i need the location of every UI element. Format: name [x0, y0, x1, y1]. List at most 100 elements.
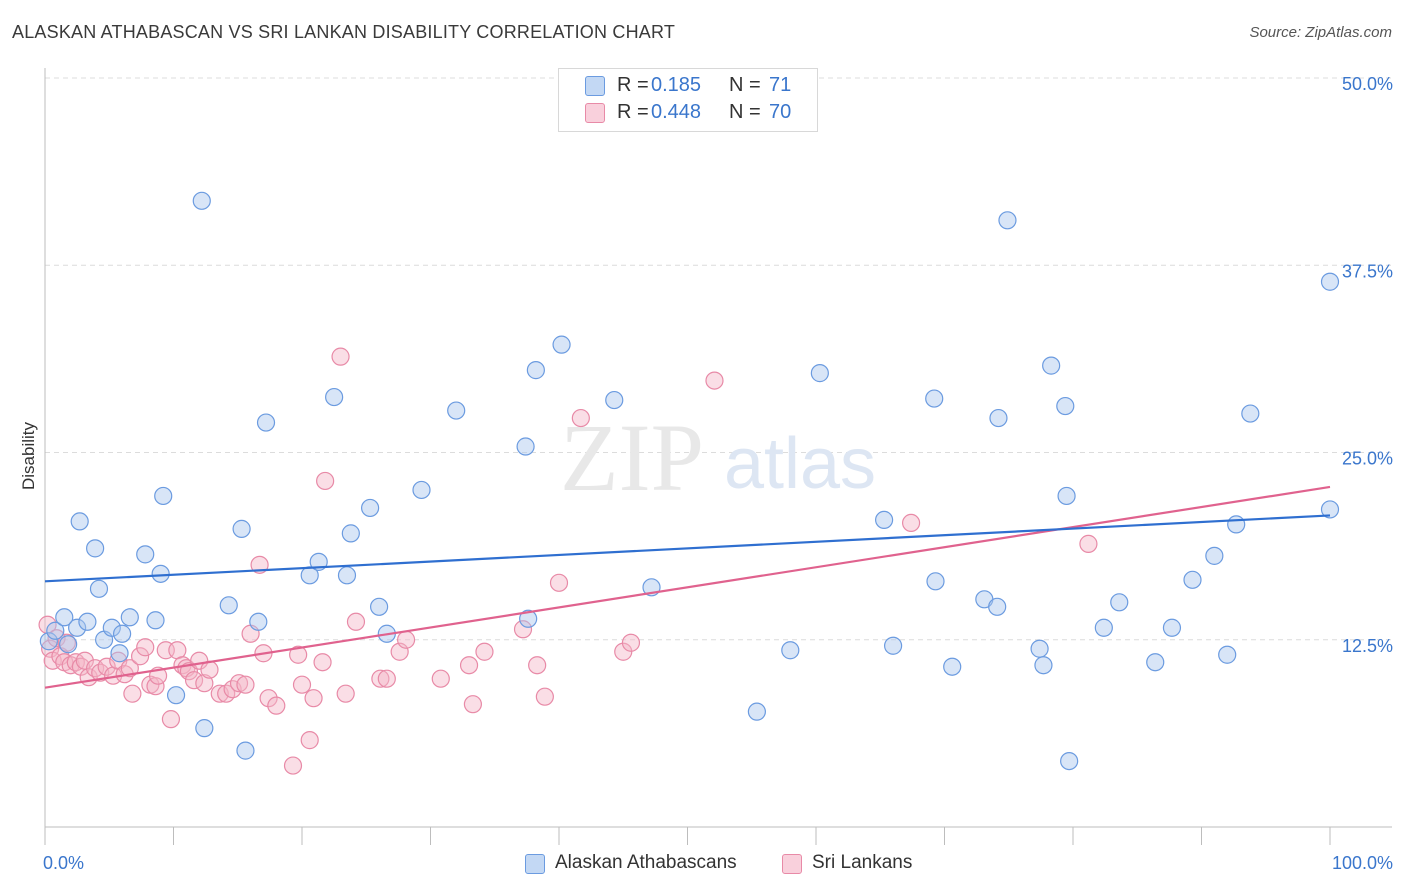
data-point	[447, 401, 466, 420]
data-point	[346, 612, 366, 631]
data-point	[304, 689, 323, 708]
legend-n-label: N =	[729, 101, 761, 123]
data-point	[300, 731, 319, 750]
trend-line-alaskan-athabascans	[44, 514, 1331, 583]
data-point	[78, 612, 97, 631]
chart-title: ALASKAN ATHABASCAN VS SRI LANKAN DISABIL…	[12, 22, 676, 42]
data-point	[336, 684, 355, 703]
data-point	[1057, 486, 1076, 506]
data-point	[89, 579, 109, 598]
data-point	[236, 675, 255, 694]
data-point	[1060, 751, 1079, 771]
data-point	[55, 608, 74, 627]
data-point	[195, 674, 214, 693]
data-point	[59, 635, 78, 654]
data-point	[97, 657, 116, 676]
data-point	[747, 702, 766, 721]
data-point	[123, 684, 142, 703]
grid-lines	[45, 77, 1392, 641]
data-point	[571, 408, 590, 428]
data-point	[1227, 515, 1246, 534]
data-point	[341, 524, 360, 543]
y-tick-label: 12.5%	[1342, 636, 1393, 656]
data-point	[1056, 396, 1075, 416]
legend-r-label: R =	[617, 74, 649, 96]
data-point	[256, 413, 276, 432]
data-point	[283, 756, 303, 775]
watermark-atlas: atlas	[724, 424, 876, 504]
data-point	[259, 689, 278, 708]
data-point	[526, 361, 545, 380]
legend-swatch-pink	[585, 103, 605, 123]
data-point	[120, 659, 139, 678]
trend-line-sri-lankans	[44, 485, 1331, 689]
data-point	[552, 335, 571, 354]
data-point	[39, 632, 58, 651]
data-point	[377, 669, 396, 688]
data-point	[926, 572, 945, 591]
data-point	[1094, 618, 1113, 637]
data-point	[943, 657, 962, 676]
bottom-legend-swatch-pink	[782, 854, 802, 874]
data-point	[1183, 570, 1202, 589]
legend-n-value: 70	[769, 101, 792, 123]
data-point	[781, 641, 800, 660]
data-point	[195, 719, 214, 738]
data-point	[901, 513, 921, 533]
source-label: Source: ZipAtlas.com	[1249, 24, 1392, 41]
data-point	[146, 677, 165, 696]
data-point	[146, 611, 165, 630]
data-point	[154, 486, 173, 506]
data-point	[136, 638, 155, 657]
data-point	[249, 612, 268, 631]
bottom-legend-swatch-blue	[525, 854, 545, 874]
data-point	[41, 639, 60, 658]
data-point	[289, 645, 308, 664]
data-point	[184, 671, 204, 690]
data-point	[1034, 656, 1053, 675]
data-point	[1162, 618, 1182, 637]
data-point	[1320, 272, 1340, 291]
y-tick-label: 37.5%	[1342, 261, 1393, 281]
data-point	[219, 596, 238, 615]
data-point	[475, 642, 494, 661]
data-point	[371, 669, 390, 688]
alaskan-athabascans-points	[39, 191, 1340, 771]
data-point	[925, 389, 944, 408]
data-point	[516, 437, 535, 456]
data-point	[120, 608, 139, 627]
legend-n-label: N =	[729, 74, 761, 96]
data-point	[459, 656, 479, 675]
data-point	[316, 471, 335, 491]
data-point	[112, 624, 132, 643]
data-point	[1320, 500, 1340, 519]
data-point	[325, 387, 344, 407]
data-point	[549, 573, 569, 592]
data-point	[513, 620, 533, 639]
data-point	[463, 695, 483, 714]
data-point	[370, 597, 389, 616]
data-point	[161, 710, 181, 729]
x-tick-label: 0.0%	[43, 853, 84, 873]
bottom-legend-label-pink: Sri Lankans	[812, 852, 913, 873]
data-point	[361, 498, 380, 518]
data-point	[535, 687, 554, 706]
data-point	[267, 696, 286, 715]
watermark: ZIP atlas	[560, 404, 876, 511]
data-point	[998, 211, 1017, 230]
data-point	[130, 647, 150, 666]
legend-swatch-blue	[585, 76, 605, 96]
bottom-legend-label-blue: Alaskan Athabascans	[555, 852, 737, 873]
data-point	[1042, 356, 1061, 375]
data-point	[1241, 404, 1260, 423]
y-tick-label: 50.0%	[1342, 74, 1393, 94]
data-point	[236, 741, 255, 760]
data-point	[810, 364, 829, 383]
data-point	[110, 644, 129, 663]
data-point	[46, 621, 65, 640]
data-point	[396, 630, 416, 649]
data-point	[1146, 653, 1165, 672]
y-axis-label: Disability	[19, 421, 38, 490]
data-point	[412, 480, 431, 500]
